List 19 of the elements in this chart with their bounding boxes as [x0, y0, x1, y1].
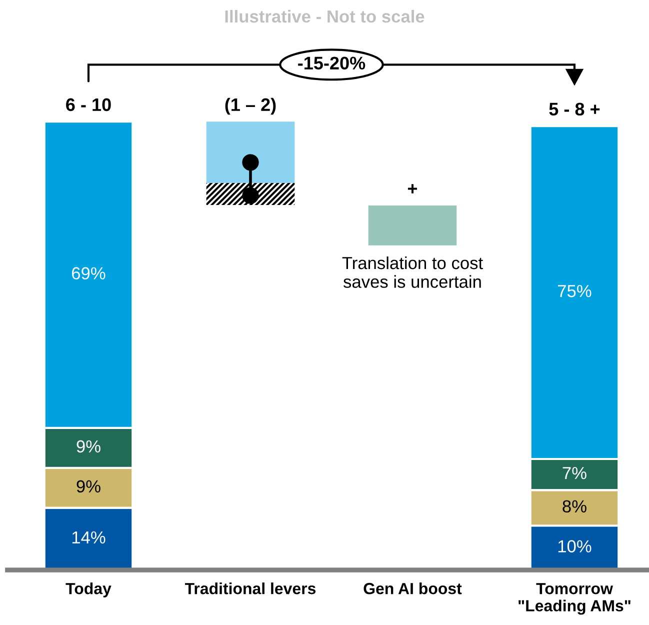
total-label: 5 - 8 + [549, 102, 600, 116]
x-tick-label: Today [66, 582, 112, 598]
data-label: 7% [562, 466, 586, 480]
data-label: 9% [76, 480, 100, 493]
x-tick-label: Gen AI boost [364, 582, 462, 594]
chart-title: Illustrative - Not to scale [225, 10, 424, 23]
data-label: 8% [562, 500, 586, 513]
data-label: 9% [76, 440, 100, 453]
data-label: 14% [72, 531, 106, 544]
x-tick-label: Tomorrow "Leading AMs" [518, 583, 630, 615]
text: (1 – 2) [225, 98, 276, 115]
annotation: + [408, 184, 418, 194]
total-label: 6 - 10 [66, 98, 111, 112]
annotation: Translation to cost saves is uncertain [342, 256, 483, 288]
data-label: 75% [558, 284, 592, 298]
data-label: 10% [558, 540, 592, 552]
x-tick-label: Traditional levers [184, 582, 316, 594]
data-label: 69% [72, 267, 106, 280]
text: -15-20% [298, 56, 366, 70]
